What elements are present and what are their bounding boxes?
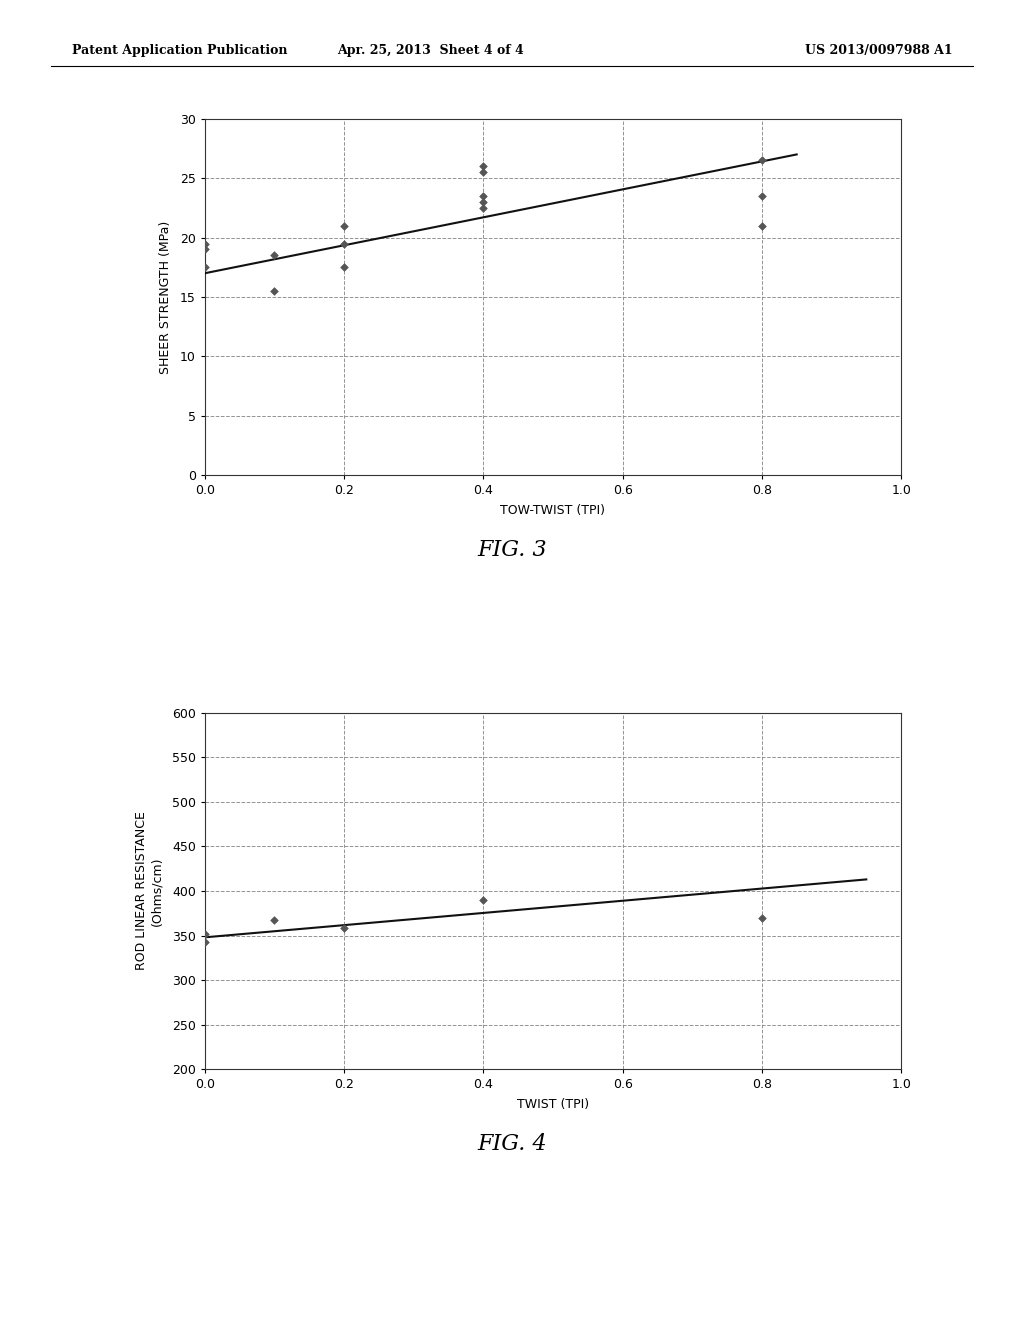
Text: Apr. 25, 2013  Sheet 4 of 4: Apr. 25, 2013 Sheet 4 of 4 — [337, 44, 523, 57]
Point — [266, 909, 283, 931]
Point — [475, 890, 492, 911]
Point — [336, 256, 352, 279]
X-axis label: TOW-TWIST (TPI): TOW-TWIST (TPI) — [501, 504, 605, 517]
Point — [197, 239, 213, 260]
X-axis label: TWIST (TPI): TWIST (TPI) — [517, 1098, 589, 1111]
Point — [336, 215, 352, 236]
Text: Patent Application Publication: Patent Application Publication — [72, 44, 287, 57]
Y-axis label: SHEER STRENGTH (MPa): SHEER STRENGTH (MPa) — [159, 220, 172, 374]
Point — [475, 161, 492, 182]
Text: US 2013/0097988 A1: US 2013/0097988 A1 — [805, 44, 952, 57]
Point — [475, 191, 492, 213]
Point — [197, 931, 213, 952]
Point — [266, 280, 283, 301]
Point — [754, 907, 770, 928]
Point — [197, 256, 213, 279]
Point — [475, 185, 492, 206]
Point — [754, 215, 770, 236]
Point — [336, 917, 352, 939]
Text: FIG. 3: FIG. 3 — [477, 539, 547, 561]
Point — [754, 185, 770, 206]
Point — [475, 156, 492, 177]
Point — [197, 923, 213, 944]
Y-axis label: ROD LINEAR RESISTANCE
(Ohms/cm): ROD LINEAR RESISTANCE (Ohms/cm) — [135, 812, 164, 970]
Point — [754, 149, 770, 170]
Point — [336, 232, 352, 253]
Point — [197, 232, 213, 253]
Point — [266, 246, 283, 267]
Text: FIG. 4: FIG. 4 — [477, 1133, 547, 1155]
Point — [475, 198, 492, 219]
